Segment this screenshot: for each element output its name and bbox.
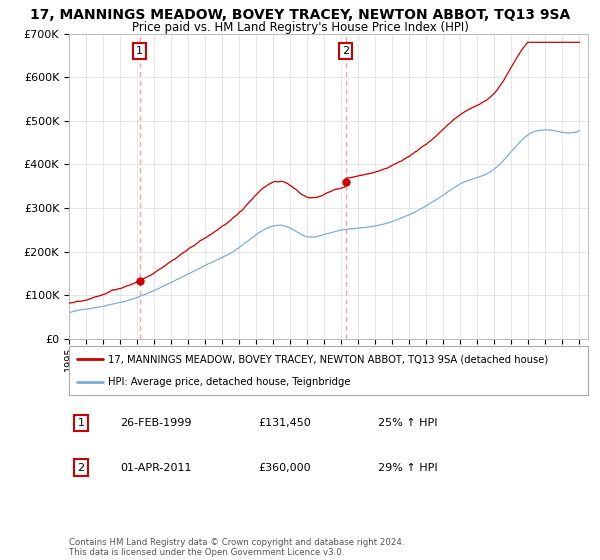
Point — [135, 277, 145, 286]
Text: 1: 1 — [77, 418, 85, 428]
Text: 29% ↑ HPI: 29% ↑ HPI — [378, 463, 437, 473]
Text: 26-FEB-1999: 26-FEB-1999 — [120, 418, 191, 428]
Text: 25% ↑ HPI: 25% ↑ HPI — [378, 418, 437, 428]
Text: Price paid vs. HM Land Registry's House Price Index (HPI): Price paid vs. HM Land Registry's House … — [131, 21, 469, 34]
Text: £131,450: £131,450 — [258, 418, 311, 428]
Text: £360,000: £360,000 — [258, 463, 311, 473]
Text: 2: 2 — [77, 463, 85, 473]
Text: 1: 1 — [136, 46, 143, 56]
Text: HPI: Average price, detached house, Teignbridge: HPI: Average price, detached house, Teig… — [108, 377, 350, 388]
Point — [341, 178, 350, 186]
Text: 2: 2 — [342, 46, 349, 56]
Text: Contains HM Land Registry data © Crown copyright and database right 2024.
This d: Contains HM Land Registry data © Crown c… — [69, 538, 404, 557]
Text: 17, MANNINGS MEADOW, BOVEY TRACEY, NEWTON ABBOT, TQ13 9SA (detached house): 17, MANNINGS MEADOW, BOVEY TRACEY, NEWTO… — [108, 354, 548, 365]
Text: 17, MANNINGS MEADOW, BOVEY TRACEY, NEWTON ABBOT, TQ13 9SA: 17, MANNINGS MEADOW, BOVEY TRACEY, NEWTO… — [30, 8, 570, 22]
Text: 01-APR-2011: 01-APR-2011 — [120, 463, 191, 473]
